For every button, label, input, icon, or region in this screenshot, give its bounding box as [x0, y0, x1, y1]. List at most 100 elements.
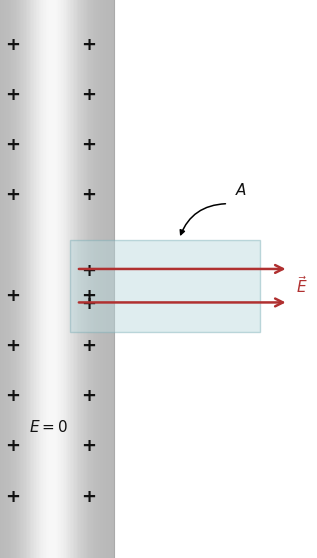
Bar: [78, 0, 80, 558]
Bar: [106, 0, 107, 558]
Bar: [71, 0, 73, 558]
Bar: [56, 0, 57, 558]
Text: +: +: [81, 186, 96, 204]
Bar: [111, 0, 113, 558]
Text: +: +: [5, 337, 20, 355]
Bar: [51, 0, 53, 558]
Text: +: +: [81, 437, 96, 455]
Text: +: +: [81, 488, 96, 506]
Bar: [98, 0, 100, 558]
Bar: [67, 0, 69, 558]
Bar: [101, 0, 103, 558]
Bar: [73, 0, 74, 558]
Bar: [84, 0, 86, 558]
Bar: [7, 0, 9, 558]
Text: $A$: $A$: [235, 182, 247, 198]
Bar: [27, 0, 29, 558]
Bar: [88, 0, 90, 558]
Bar: [87, 0, 89, 558]
Bar: [11, 0, 13, 558]
Bar: [18, 0, 20, 558]
Bar: [9, 0, 10, 558]
Bar: [110, 0, 112, 558]
Text: +: +: [5, 86, 20, 104]
Bar: [75, 0, 77, 558]
Bar: [50, 0, 52, 558]
Bar: [103, 0, 104, 558]
Bar: [53, 0, 55, 558]
Bar: [57, 0, 59, 558]
Bar: [60, 0, 62, 558]
Bar: [44, 0, 46, 558]
Bar: [61, 0, 63, 558]
Bar: [77, 0, 79, 558]
Bar: [68, 0, 70, 558]
Bar: [66, 0, 67, 558]
Bar: [6, 0, 8, 558]
Bar: [41, 0, 43, 558]
Bar: [38, 0, 40, 558]
Bar: [63, 0, 65, 558]
Bar: [91, 0, 93, 558]
Bar: [20, 0, 22, 558]
Text: +: +: [81, 136, 96, 154]
Bar: [0, 0, 2, 558]
Text: +: +: [5, 437, 20, 455]
Bar: [94, 0, 96, 558]
Bar: [1, 0, 3, 558]
Text: +: +: [81, 262, 96, 280]
Text: +: +: [81, 387, 96, 405]
Bar: [93, 0, 94, 558]
Bar: [24, 0, 26, 558]
Bar: [33, 0, 35, 558]
Text: +: +: [81, 295, 96, 313]
Bar: [4, 0, 6, 558]
Bar: [107, 0, 109, 558]
Bar: [83, 0, 84, 558]
Bar: [31, 0, 33, 558]
Bar: [40, 0, 42, 558]
Text: +: +: [81, 36, 96, 54]
Bar: [22, 0, 23, 558]
Bar: [80, 0, 82, 558]
Bar: [113, 0, 114, 558]
Bar: [36, 0, 37, 558]
Text: +: +: [81, 86, 96, 104]
Bar: [108, 0, 110, 558]
Bar: [81, 0, 83, 558]
Bar: [97, 0, 99, 558]
Bar: [70, 240, 260, 332]
Bar: [17, 0, 19, 558]
Bar: [47, 0, 49, 558]
Bar: [90, 0, 92, 558]
Bar: [26, 0, 27, 558]
Bar: [95, 0, 97, 558]
Bar: [86, 0, 87, 558]
Bar: [104, 0, 106, 558]
Bar: [34, 0, 36, 558]
Text: +: +: [5, 36, 20, 54]
Text: +: +: [81, 337, 96, 355]
Bar: [100, 0, 101, 558]
Text: +: +: [81, 287, 96, 305]
Text: +: +: [5, 186, 20, 204]
Bar: [49, 0, 50, 558]
Text: $E = 0$: $E = 0$: [29, 419, 68, 435]
Bar: [3, 0, 4, 558]
Text: +: +: [5, 488, 20, 506]
Bar: [58, 0, 60, 558]
Bar: [13, 0, 15, 558]
Text: $\vec{E}$: $\vec{E}$: [296, 275, 308, 296]
Bar: [64, 0, 66, 558]
Bar: [37, 0, 39, 558]
Bar: [43, 0, 44, 558]
Text: +: +: [5, 287, 20, 305]
Bar: [30, 0, 32, 558]
Bar: [70, 0, 72, 558]
Bar: [54, 0, 56, 558]
Bar: [29, 0, 30, 558]
Text: +: +: [5, 136, 20, 154]
Bar: [16, 0, 17, 558]
Bar: [74, 0, 76, 558]
Bar: [10, 0, 12, 558]
